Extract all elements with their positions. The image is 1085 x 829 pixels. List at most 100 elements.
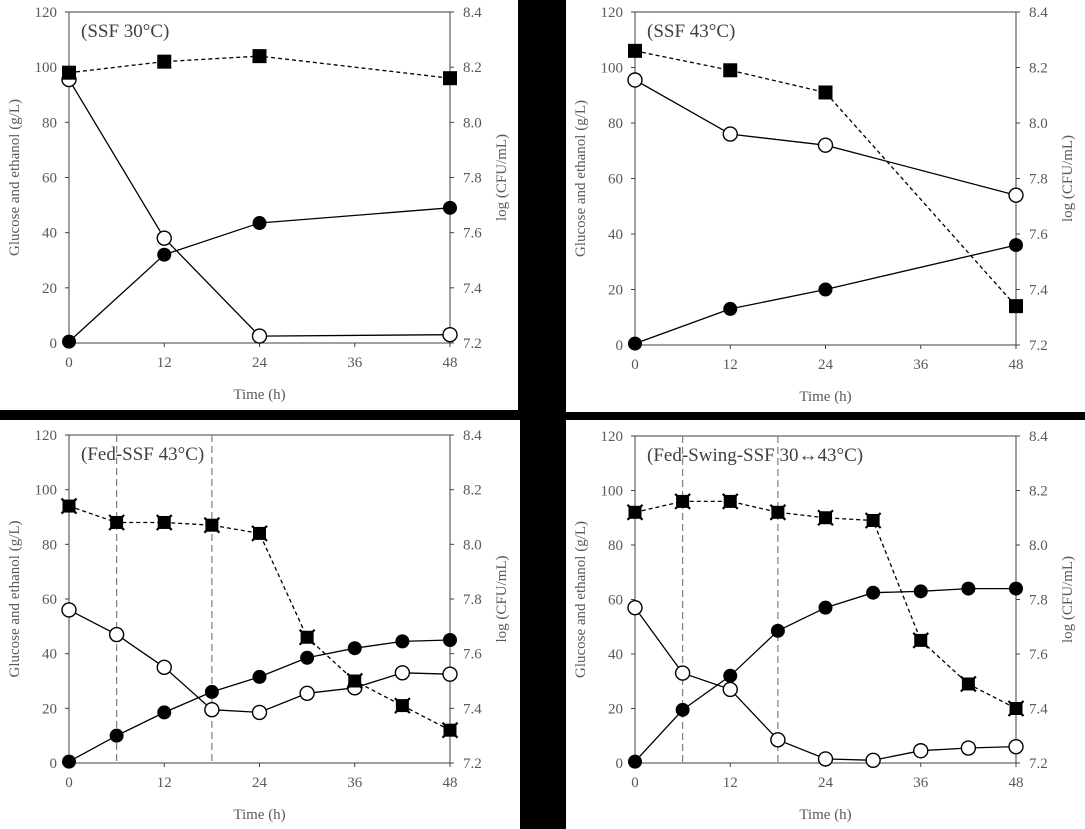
data-point-filled-circle (252, 216, 267, 231)
y-tick-label: 60 (42, 592, 57, 608)
y2-tick-label: 7.8 (463, 592, 482, 608)
x-axis-label: Time (h) (799, 807, 851, 823)
data-point-open-circle (442, 327, 458, 343)
data-point-open-circle (770, 732, 786, 748)
cross-marker-x (155, 514, 173, 531)
data-point-filled-square (723, 63, 738, 78)
cross-marker-x (864, 512, 882, 529)
data-point-filled-circle (443, 633, 457, 647)
y2-tick-label: 7.2 (1029, 756, 1048, 772)
data-point-open-circle (204, 702, 220, 718)
y2-tick-label: 8.4 (463, 5, 482, 21)
y-tick-label: 80 (608, 538, 623, 554)
y2-tick-label: 7.6 (463, 647, 482, 663)
y-tick-label: 40 (608, 227, 623, 243)
y2-tick-label: 8.4 (1029, 429, 1048, 445)
data-point-filled-circle (395, 634, 410, 649)
data-point-filled-circle (204, 684, 219, 699)
data-point-filled-cross (864, 512, 882, 529)
data-point-filled-square (818, 85, 833, 100)
y-tick-label: 20 (42, 701, 57, 717)
y-tick-label: 20 (608, 702, 623, 718)
x-tick-label: 24 (818, 775, 834, 791)
data-point-filled-circle (675, 702, 690, 717)
chart-fed-swing-ssf: 0 20 40 60 80 100 120 7.2 7.4 7.6 7.8 8.0 8.2 8.4 0 12 2… (573, 429, 1076, 823)
y-tick-label: 120 (35, 5, 58, 21)
y-tick-label: 120 (35, 428, 58, 444)
cross-marker-x (817, 509, 834, 527)
y-tick-label: 20 (42, 281, 57, 297)
x-tick-label: 0 (65, 355, 73, 371)
x-tick-label: 12 (723, 775, 738, 791)
y-tick-label: 100 (601, 484, 624, 500)
cross-marker-x (108, 514, 125, 531)
x-tick-label: 36 (913, 357, 929, 373)
series-line-filled-cross (634, 500, 1017, 710)
chart-ssf-30: 0 20 40 60 80 100 120 7.2 7.4 7.6 7.8 8.0 8.2 8.4 0 12 2… (7, 5, 510, 403)
x-tick-label: 12 (723, 357, 738, 373)
data-point-filled-circle (252, 669, 267, 684)
data-point-filled-circle (62, 754, 76, 769)
y-tick-label: 100 (35, 60, 58, 76)
y2-tick-label: 7.6 (1029, 647, 1048, 663)
data-point-filled-circle (157, 247, 172, 262)
y2-tick-label: 7.6 (1029, 227, 1048, 243)
y2-axis-label: log (CFU/mL) (494, 134, 510, 221)
x-tick-label: 36 (347, 355, 363, 371)
cross-marker-x (203, 516, 221, 534)
data-point-open-circle (817, 751, 834, 767)
cross-marker-x (960, 675, 977, 693)
y-tick-label: 100 (601, 61, 624, 77)
data-point-filled-circle (628, 754, 642, 769)
cross-marker-x (1007, 700, 1025, 717)
chart-title: (SSF 43°C) (647, 21, 735, 42)
plot-frame (634, 435, 1017, 764)
y2-tick-label: 8.0 (1029, 116, 1048, 132)
y-tick-label: 60 (608, 593, 623, 609)
data-point-open-circle (251, 704, 268, 721)
series-line-filled-cross (68, 505, 451, 731)
data-point-filled-circle (109, 728, 124, 743)
data-point-filled-circle (300, 650, 315, 665)
data-point-open-circle (627, 72, 643, 88)
data-point-filled-circle (157, 705, 172, 720)
y2-tick-label: 8.2 (463, 60, 482, 76)
series-line-open-circle (68, 79, 451, 337)
x-tick-label: 24 (252, 355, 268, 371)
data-point-open-circle (156, 230, 172, 246)
data-point-open-circle (817, 137, 834, 153)
data-point-open-circle (627, 599, 643, 616)
x-tick-label: 12 (157, 355, 172, 371)
y2-tick-label: 8.2 (463, 483, 482, 499)
cross-marker-x (60, 497, 78, 515)
data-point-filled-circle (628, 336, 642, 351)
data-point-open-circle (299, 685, 315, 701)
y-tick-label: 40 (42, 647, 57, 663)
cross-marker-x (721, 493, 739, 510)
data-point-filled-square (1009, 299, 1023, 314)
cross-marker-x (251, 525, 268, 542)
y-tick-label: 40 (42, 226, 57, 242)
data-point-filled-circle (913, 584, 928, 599)
y2-tick-label: 7.6 (463, 226, 482, 242)
data-point-filled-circle (961, 581, 976, 596)
data-point-filled-square (628, 43, 642, 58)
y-tick-label: 0 (50, 336, 58, 352)
series-line-open-circle (68, 609, 451, 714)
data-point-filled-cross (394, 697, 411, 714)
cross-marker-x (674, 493, 691, 510)
x-tick-label: 36 (913, 775, 929, 791)
data-point-filled-cross (251, 525, 268, 542)
data-point-filled-circle (818, 282, 833, 297)
data-point-open-circle (913, 743, 929, 759)
y2-tick-label: 7.8 (1029, 172, 1048, 188)
data-point-open-circle (1008, 187, 1024, 203)
y2-tick-label: 8.2 (1029, 484, 1048, 500)
data-point-filled-circle (1009, 581, 1023, 596)
chart-title: (SSF 30°C) (81, 21, 169, 42)
y2-tick-label: 7.4 (463, 281, 482, 297)
data-point-open-circle (722, 681, 738, 698)
data-point-filled-square (62, 65, 76, 80)
data-point-open-circle (865, 752, 881, 768)
y2-axis-label: log (CFU/mL) (1060, 556, 1076, 643)
